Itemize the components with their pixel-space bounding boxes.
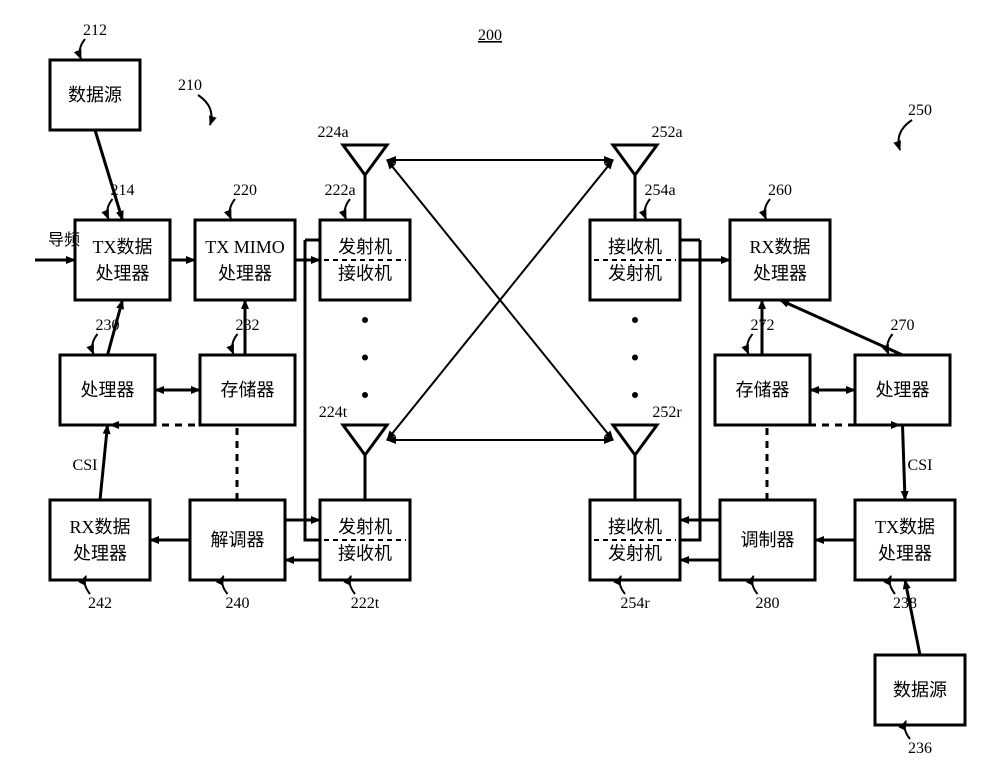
- arrow: [780, 300, 903, 355]
- block-ref: 222t: [351, 595, 380, 612]
- side-ref-label: 210: [178, 77, 202, 94]
- block-label: 处理器: [96, 263, 150, 283]
- block-ref: 280: [756, 595, 780, 612]
- ref-pointer: [107, 199, 112, 219]
- block-label: 发射机: [338, 237, 392, 257]
- vdots: [632, 392, 638, 398]
- block-b260: [730, 220, 830, 300]
- vdots: [362, 392, 368, 398]
- block-label: 处理器: [73, 543, 127, 563]
- block-b214: [75, 220, 170, 300]
- block-ref: 212: [83, 22, 107, 39]
- block-label: RX数据: [69, 517, 130, 537]
- block-ref: 254a: [644, 182, 675, 199]
- csi-left-label: CSI: [73, 457, 98, 474]
- ref-pointer: [747, 334, 752, 354]
- block-ref: 260: [768, 182, 792, 199]
- arrow: [110, 425, 237, 500]
- block-label: 存储器: [221, 380, 275, 400]
- antenna-ref: 224a: [317, 124, 348, 141]
- block-label: 接收机: [608, 517, 662, 537]
- ref-pointer: [899, 120, 913, 150]
- antenna-icon: [343, 425, 387, 455]
- block-label: 存储器: [736, 380, 790, 400]
- block-label: 处理器: [878, 543, 932, 563]
- block-ref: 232: [236, 317, 260, 334]
- block-ref: 238: [893, 595, 917, 612]
- antenna-ref: 224t: [319, 404, 348, 421]
- csi-right-label: CSI: [908, 457, 933, 474]
- block-b238: [855, 500, 955, 580]
- block-label: RX数据: [749, 237, 810, 257]
- block-ref: 242: [88, 595, 112, 612]
- ref-pointer: [198, 95, 212, 125]
- ref-pointer: [345, 199, 350, 219]
- block-label: 处理器: [753, 263, 807, 283]
- block-label: TX数据: [93, 237, 153, 257]
- block-label: TX数据: [875, 517, 935, 537]
- block-label: 接收机: [608, 237, 662, 257]
- block-label: TX MIMO: [205, 237, 285, 257]
- block-label: 处理器: [876, 380, 930, 400]
- block-label: 接收机: [338, 263, 392, 283]
- ref-pointer: [645, 199, 650, 219]
- block-ref: 240: [226, 595, 250, 612]
- arrow: [903, 425, 906, 500]
- block-label: 处理器: [81, 380, 135, 400]
- block-label: 数据源: [68, 85, 122, 105]
- vdots: [362, 355, 368, 361]
- vdots: [362, 317, 368, 323]
- block-label: 调制器: [741, 530, 795, 550]
- block-ref: 220: [233, 182, 257, 199]
- block-b220: [195, 220, 295, 300]
- block-ref: 254r: [620, 595, 650, 612]
- block-b242: [50, 500, 150, 580]
- block-label: 发射机: [608, 263, 662, 283]
- arrow: [767, 425, 900, 500]
- block-label: 数据源: [893, 680, 947, 700]
- arrow: [905, 580, 920, 655]
- vdots: [632, 355, 638, 361]
- antenna-ref: 252a: [651, 124, 682, 141]
- block-label: 接收机: [338, 543, 392, 563]
- block-ref: 222a: [324, 182, 355, 199]
- bus-trunk: [680, 240, 700, 540]
- block-label: 解调器: [211, 530, 265, 550]
- ref-pointer: [232, 334, 237, 354]
- figure-ref: 200: [478, 27, 502, 44]
- arrow: [100, 425, 108, 500]
- ref-pointer: [92, 334, 97, 354]
- ref-pointer: [80, 39, 85, 59]
- antenna-icon: [613, 425, 657, 455]
- side-ref-label: 250: [908, 102, 932, 119]
- bus-trunk: [305, 240, 320, 540]
- block-label: 发射机: [608, 543, 662, 563]
- ref-pointer: [765, 199, 770, 219]
- block-label: 发射机: [338, 517, 392, 537]
- block-ref: 270: [891, 317, 915, 334]
- antenna-icon: [343, 145, 387, 175]
- pilot-label: 导频: [48, 231, 80, 249]
- mimo-block-diagram: 200210250数据源212TX数据处理器214TX MIMO处理器220发射…: [0, 0, 1000, 778]
- ref-pointer: [230, 199, 235, 219]
- antenna-ref: 252r: [652, 404, 682, 421]
- block-ref: 236: [908, 740, 932, 757]
- vdots: [632, 317, 638, 323]
- block-label: 处理器: [218, 263, 272, 283]
- antenna-icon: [613, 145, 657, 175]
